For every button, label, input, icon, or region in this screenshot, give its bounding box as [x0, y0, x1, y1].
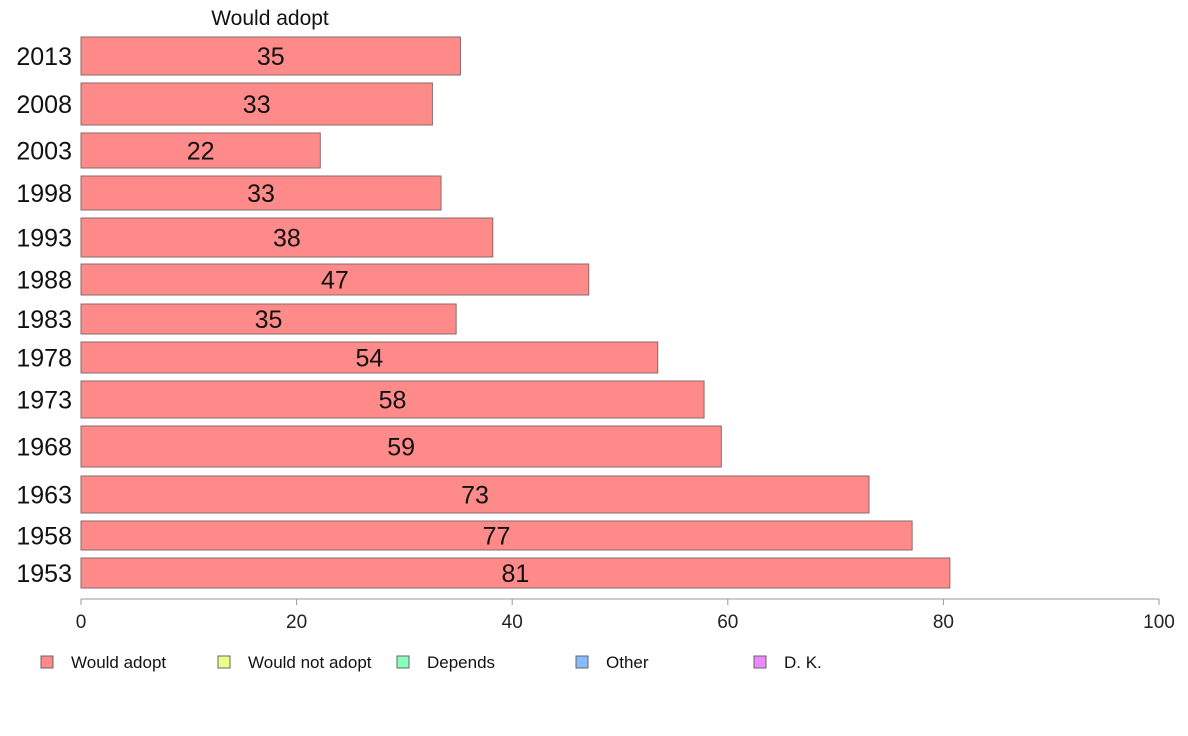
- x-tick-label: 40: [502, 612, 523, 633]
- category-label: 1983: [16, 306, 72, 334]
- x-tick-label: 0: [76, 612, 87, 633]
- bar-value-label: 54: [355, 345, 383, 373]
- series-title: Would adopt: [211, 7, 329, 30]
- bar-1953: [80, 557, 951, 589]
- legend-swatch: [753, 655, 767, 669]
- bar-value-label: 47: [321, 267, 349, 295]
- category-label: 2008: [16, 91, 72, 119]
- bars-group: 35 2013 33 2008 22 2003 33 1998 38 1993 47 1988 35 19…: [16, 36, 951, 589]
- bar-1998: [80, 175, 442, 211]
- bar-value-label: 35: [255, 306, 283, 334]
- bar-1968: [80, 425, 722, 468]
- bar-value-label: 35: [257, 43, 285, 71]
- bar-2013: [80, 36, 461, 76]
- legend-swatch: [575, 655, 589, 669]
- bar-value-label: 73: [461, 482, 489, 510]
- bar-1958: [80, 520, 913, 551]
- legend-swatch: [40, 655, 54, 669]
- x-tick-label: 20: [286, 612, 307, 633]
- bar-value-label: 33: [243, 91, 271, 119]
- bar-value-label: 59: [387, 434, 415, 462]
- bar-1963: [80, 475, 870, 514]
- legend-label: D. K.: [784, 653, 822, 672]
- legend-label: Depends: [427, 653, 495, 672]
- category-label: 1963: [16, 482, 72, 510]
- bar-1993: [80, 217, 494, 258]
- legend-swatch: [396, 655, 410, 669]
- x-tick-label: 100: [1143, 612, 1175, 633]
- category-label: 1988: [16, 267, 72, 295]
- category-label: 1968: [16, 434, 72, 462]
- category-label: 1958: [16, 523, 72, 551]
- category-label: 1953: [16, 560, 72, 588]
- category-label: 2013: [16, 43, 72, 71]
- x-tick-label: 60: [717, 612, 738, 633]
- legend-label: Would not adopt: [248, 653, 372, 672]
- bar-value-label: 33: [247, 180, 275, 208]
- bar-value-label: 22: [187, 138, 215, 166]
- bar-value-label: 77: [483, 523, 511, 551]
- bar-2008: [80, 82, 433, 126]
- bar-value-label: 58: [379, 387, 407, 415]
- legend: Would adopt Would not adopt Depends Other D.…: [40, 653, 822, 672]
- bar-1988: [80, 263, 590, 296]
- x-tick-label: 80: [933, 612, 954, 633]
- legend-swatch: [217, 655, 231, 669]
- bar-2003: [80, 132, 321, 169]
- bar-1973: [80, 380, 705, 419]
- category-label: 1973: [16, 387, 72, 415]
- bar-1983: [80, 303, 457, 335]
- category-label: 2003: [16, 138, 72, 166]
- category-label: 1993: [16, 225, 72, 253]
- x-axis: 0 20 40 60 80 100: [76, 598, 1175, 633]
- legend-label: Would adopt: [71, 653, 166, 672]
- category-label: 1998: [16, 180, 72, 208]
- category-label: 1978: [16, 345, 72, 373]
- bar-value-label: 38: [273, 225, 301, 253]
- bar-value-label: 81: [502, 560, 530, 588]
- legend-label: Other: [606, 653, 649, 672]
- bar-1978: [80, 341, 659, 374]
